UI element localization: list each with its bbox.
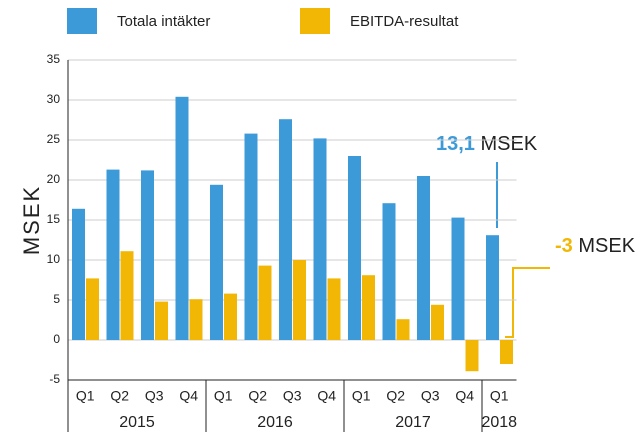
x-tick-label: Q3 [421,388,440,404]
legend-swatch [67,8,97,34]
bar [431,304,444,340]
bar [396,319,410,340]
bar [86,278,99,340]
bar [417,176,430,340]
bar [451,217,465,340]
bar [313,138,327,340]
x-tick-label: Q1 [76,388,95,404]
x-tick-label: Q2 [110,388,129,404]
x-tick-label: Q4 [179,388,198,404]
x-tick-label: Q1 [490,388,509,404]
y-tick-label: 35 [47,52,61,66]
y-tick-label: 20 [47,172,61,186]
bar [155,301,168,340]
bar [362,275,375,340]
x-tick-label: Q2 [248,388,267,404]
y-tick-label: 10 [47,252,61,266]
legend-swatch [300,8,330,34]
bar [486,235,499,340]
bar [327,278,341,340]
x-tick-label: Q1 [214,388,233,404]
legend-label: EBITDA-resultat [350,13,459,30]
annotation-value: 13,1 [436,133,475,155]
y-tick-label: 15 [47,212,61,226]
y-tick-label: 0 [53,332,60,346]
bar [210,184,223,340]
bar [106,169,120,340]
x-tick-label: Q4 [317,388,336,404]
y-tick-label: -5 [49,372,60,386]
group-label: 2015 [119,414,155,431]
x-tick-label: Q3 [145,388,164,404]
annotation-line [505,267,550,338]
bar [224,293,237,340]
bar [120,251,134,340]
x-tick-label: Q1 [352,388,371,404]
bar [258,265,272,340]
y-tick-label: 25 [47,132,61,146]
annotation-unit: MSEK [578,235,635,257]
bar [382,203,396,340]
x-tick-label: Q3 [283,388,302,404]
group-label: 2017 [395,414,431,431]
group-label: 2018 [481,414,517,431]
bar [72,208,85,340]
y-tick-label: 5 [53,292,60,306]
bar [189,299,203,340]
bar [175,96,189,340]
y-tick-label: 30 [47,92,61,106]
bar [293,260,306,340]
annotation: -3 MSEK [555,235,636,257]
legend-label: Totala intäkter [117,13,210,30]
bar [244,133,258,340]
annotation: 13,1 MSEK [436,133,538,155]
bar [500,340,513,364]
group-label: 2016 [257,414,293,431]
x-tick-label: Q4 [455,388,474,404]
x-tick-label: Q2 [386,388,405,404]
bar [141,170,154,340]
annotation-unit: MSEK [481,133,538,155]
annotation-value: -3 [555,235,573,257]
bar [465,340,479,372]
bar [279,119,292,340]
y-axis-label: MSEK [19,185,44,255]
bar [348,156,361,340]
